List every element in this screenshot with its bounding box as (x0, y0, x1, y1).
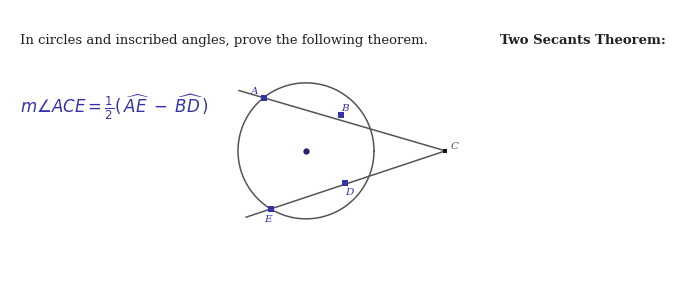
Text: $m\angle ACE = \frac{1}{2}(\,\widehat{AE}\;-\;\widehat{BD}\,)$: $m\angle ACE = \frac{1}{2}(\,\widehat{AE… (20, 93, 209, 122)
Text: E: E (264, 215, 272, 224)
Text: D: D (345, 188, 354, 197)
Text: In circles and inscribed angles, prove the following theorem.: In circles and inscribed angles, prove t… (20, 34, 437, 47)
Text: A: A (250, 87, 258, 96)
Text: Two Secants Theorem:: Two Secants Theorem: (500, 34, 666, 47)
Text: C: C (451, 142, 459, 151)
Text: B: B (341, 103, 349, 112)
